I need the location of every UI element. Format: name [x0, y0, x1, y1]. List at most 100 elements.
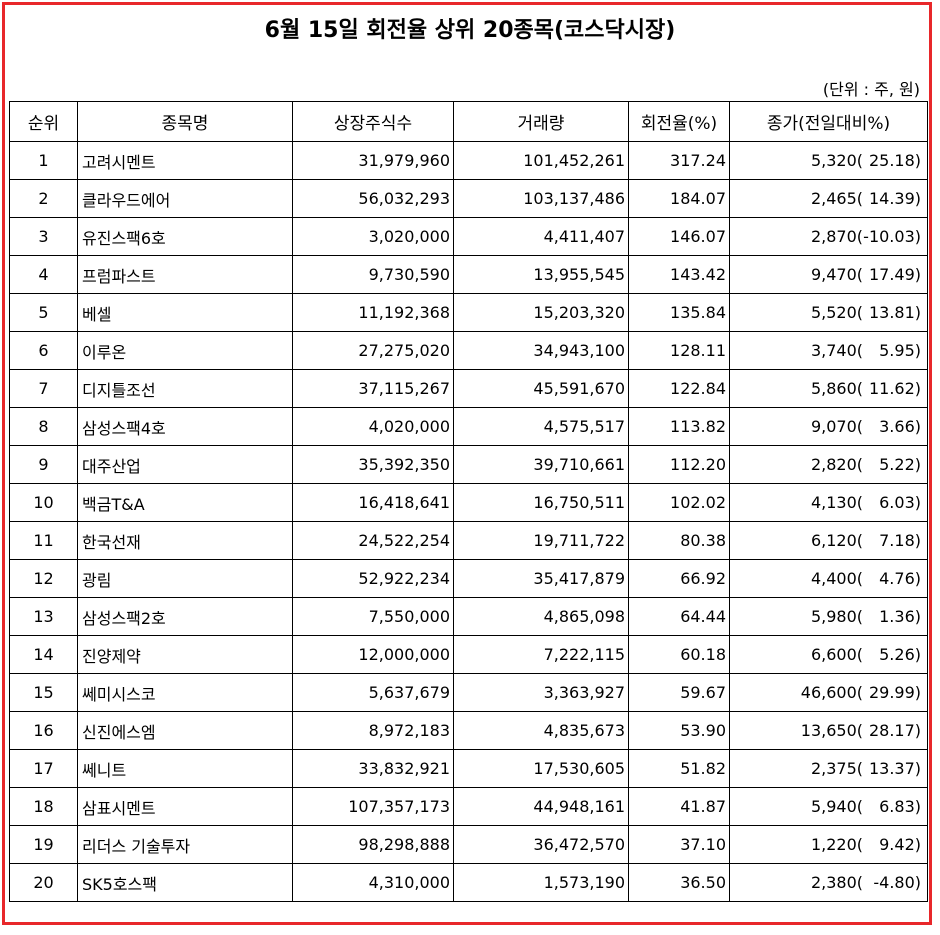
close-price: 5,520(	[810, 303, 863, 322]
table-row: 7 디지틀조선 37,115,267 45,591,670 122.84 5,860(11…	[9, 369, 928, 408]
change-percent: 5.26)	[879, 645, 921, 664]
rank-cell: 7	[9, 369, 78, 408]
volume-cell: 4,411,407	[453, 217, 629, 256]
name-cell: 신진에스엠	[77, 711, 293, 750]
listed-shares-cell: 98,298,888	[292, 825, 454, 864]
rank-cell: 1	[9, 141, 78, 180]
listed-shares-cell: 8,972,183	[292, 711, 454, 750]
turnover-cell: 135.84	[628, 293, 730, 332]
change-percent: 11.62)	[868, 379, 921, 398]
volume-cell: 103,137,486	[453, 179, 629, 218]
close-price: 6,600(	[810, 645, 863, 664]
close-price-cell: 5,980(1.36)	[729, 597, 928, 636]
change-percent: 4.76)	[879, 569, 921, 588]
name-cell: 클라우드에어	[77, 179, 293, 218]
change-percent: 5.22)	[879, 455, 921, 474]
change-percent: 6.03)	[879, 493, 921, 512]
turnover-cell: 60.18	[628, 635, 730, 674]
close-price-cell: 13,650(28.17)	[729, 711, 928, 750]
turnover-cell: 41.87	[628, 787, 730, 826]
rank-cell: 2	[9, 179, 78, 218]
close-price-cell: 4,400( 4.76)	[729, 559, 928, 598]
rank-cell: 18	[9, 787, 78, 826]
listed-shares-cell: 52,922,234	[292, 559, 454, 598]
name-cell: 삼성스팩2호	[77, 597, 293, 636]
table-row: 5 베셀 11,192,368 15,203,320 135.84 5,520(13.81…	[9, 293, 928, 332]
name-cell: 삼성스팩4호	[77, 407, 293, 446]
rank-cell: 20	[9, 863, 78, 902]
header-close-price: 종가(전일대비%)	[729, 101, 928, 142]
change-percent: 3.66)	[879, 417, 921, 436]
change-percent: 25.18)	[868, 151, 921, 170]
listed-shares-cell: 16,418,641	[292, 483, 454, 522]
page-title: 6월 15일 회전율 상위 20종목(코스닥시장)	[264, 18, 676, 43]
close-price: 46,600(	[800, 683, 863, 702]
close-price-cell: 5,320( 25.18)	[729, 141, 928, 180]
table-row: 19 리더스 기술투자 98,298,888 36,472,570 37.10 1,220…	[9, 825, 928, 864]
close-price-cell: 6,600( 5.26)	[729, 635, 928, 674]
table-row: 6 이루온 27,275,020 34,943,100 128.11 3,740(5.95…	[9, 331, 928, 370]
volume-cell: 35,417,879	[453, 559, 629, 598]
rank-cell: 6	[9, 331, 78, 370]
close-price: 2,465(	[810, 189, 863, 208]
close-price-cell: 4,130(6.03)	[729, 483, 928, 522]
close-price: 2,870(	[810, 227, 863, 246]
name-cell: 유진스팩6호	[77, 217, 293, 256]
header-volume: 거래량	[453, 101, 629, 142]
name-cell: 이루온	[77, 331, 293, 370]
volume-cell: 44,948,161	[453, 787, 629, 826]
header-turnover: 회전율(%)	[628, 101, 730, 142]
turnover-cell: 37.10	[628, 825, 730, 864]
listed-shares-cell: 12,000,000	[292, 635, 454, 674]
volume-cell: 15,203,320	[453, 293, 629, 332]
name-cell: 디지틀조선	[77, 369, 293, 408]
name-cell: 고려시멘트	[77, 141, 293, 180]
listed-shares-cell: 9,730,590	[292, 255, 454, 294]
close-price-cell: 2,380(-4.80)	[729, 863, 928, 902]
change-percent: 28.17)	[868, 721, 921, 740]
rank-cell: 10	[9, 483, 78, 522]
volume-cell: 17,530,605	[453, 749, 629, 788]
rank-cell: 5	[9, 293, 78, 332]
turnover-cell: 66.92	[628, 559, 730, 598]
close-price-cell: 2,375(13.37)	[729, 749, 928, 788]
close-price: 5,940(	[810, 797, 863, 816]
close-price-cell: 9,070(3.66)	[729, 407, 928, 446]
close-price: 4,400(	[810, 569, 863, 588]
table-row: 15 쎄미시스코 5,637,679 3,363,927 59.67 46,600(29.…	[9, 673, 928, 712]
name-cell: 쎄미시스코	[77, 673, 293, 712]
header-rank: 순위	[9, 101, 78, 142]
listed-shares-cell: 4,020,000	[292, 407, 454, 446]
close-price: 9,470(	[810, 265, 863, 284]
change-percent: 29.99)	[868, 683, 921, 702]
header-name: 종목명	[77, 101, 293, 142]
close-price-cell: 3,740(5.95)	[729, 331, 928, 370]
table-row: 13 삼성스팩2호 7,550,000 4,865,098 64.44 5,980(1.3…	[9, 597, 928, 636]
volume-cell: 4,575,517	[453, 407, 629, 446]
volume-cell: 1,573,190	[453, 863, 629, 902]
turnover-cell: 59.67	[628, 673, 730, 712]
table-row: 4 프럼파스트 9,730,590 13,955,545 143.42 9,470(17.…	[9, 255, 928, 294]
unit-note: (단위 : 주, 원)	[822, 80, 920, 99]
close-price: 5,320(	[810, 151, 863, 170]
turnover-cell: 53.90	[628, 711, 730, 750]
turnover-cell: 184.07	[628, 179, 730, 218]
turnover-cell: 146.07	[628, 217, 730, 256]
table-row: 12 광림 52,922,234 35,417,879 66.92 4,400(4.76)	[9, 559, 928, 598]
turnover-cell: 36.50	[628, 863, 730, 902]
close-price-cell: 5,860(11.62)	[729, 369, 928, 408]
listed-shares-cell: 35,392,350	[292, 445, 454, 484]
rank-cell: 16	[9, 711, 78, 750]
change-percent: 9.42)	[879, 835, 921, 854]
table-row: 11 한국선재 24,522,254 19,711,722 80.38 6,120(7.1…	[9, 521, 928, 560]
turnover-cell: 143.42	[628, 255, 730, 294]
close-price-cell: 2,465(14.39)	[729, 179, 928, 218]
change-percent: 13.81)	[868, 303, 921, 322]
change-percent: -10.03)	[863, 227, 921, 246]
rank-cell: 19	[9, 825, 78, 864]
listed-shares-cell: 37,115,267	[292, 369, 454, 408]
table-row: 14 진양제약 12,000,000 7,222,115 60.18 6,600(5.26…	[9, 635, 928, 674]
volume-cell: 36,472,570	[453, 825, 629, 864]
turnover-cell: 113.82	[628, 407, 730, 446]
turnover-cell: 102.02	[628, 483, 730, 522]
